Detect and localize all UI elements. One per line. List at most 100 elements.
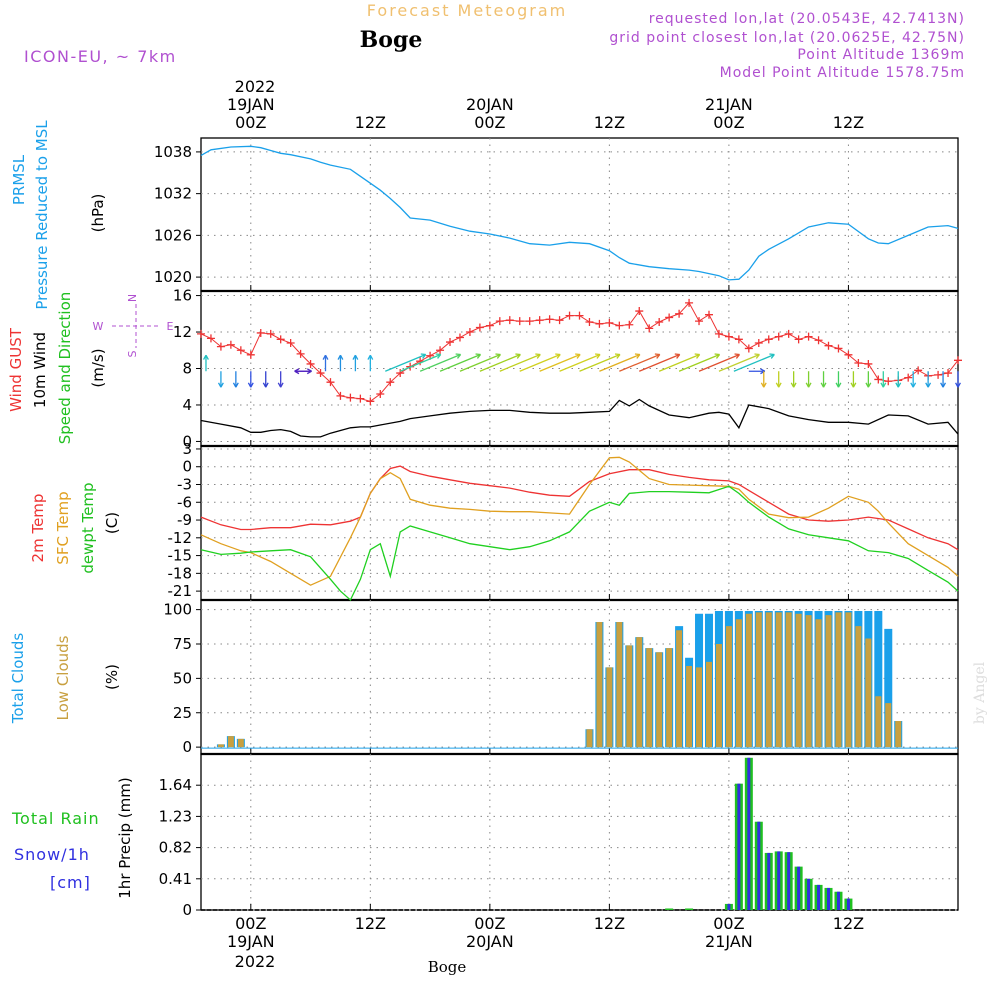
wind-arrow-head: [955, 382, 961, 388]
low-cloud-bar: [606, 667, 613, 748]
wind-arrow-head: [217, 382, 224, 388]
total-rain-label: Total Rain: [11, 809, 100, 828]
ytick-label-1-2: 8: [182, 360, 192, 378]
pressure-label-1: PRMSL: [10, 154, 28, 205]
wind-arrow-head: [435, 353, 442, 359]
gust-marker: [455, 333, 464, 342]
ytick-label-2-6: -15: [168, 547, 193, 565]
wind-arrow-head: [495, 353, 501, 359]
gust-marker: [356, 394, 365, 403]
clouds-unit: (%): [103, 664, 121, 690]
rain-bar: [665, 908, 674, 910]
gust-marker: [645, 324, 654, 333]
snow-bar: [747, 757, 751, 910]
gust-marker: [724, 332, 733, 341]
model-point-altitude: Model Point Altitude 1578.75m: [720, 65, 965, 81]
wind-arrow-head: [614, 353, 621, 359]
bottom-date-label-0: 19JAN: [227, 932, 275, 951]
gust-marker: [585, 318, 594, 326]
ytick-label-0-1: 1026: [154, 226, 192, 244]
wind-arrow-head: [805, 382, 812, 388]
ytick-label-1-1: 4: [182, 396, 192, 414]
low-cloud-bar: [715, 644, 722, 748]
gust-marker: [505, 316, 514, 325]
wind-arrow-shaft: [419, 353, 461, 372]
snow-bar: [727, 903, 731, 910]
ytick-label-4-2: 0.82: [159, 839, 192, 857]
low-cloud-bar: [646, 648, 653, 748]
gust-marker: [197, 329, 205, 338]
wind-arrow-head: [654, 353, 661, 359]
wind-arrow-shaft: [678, 353, 720, 372]
model-label: ICON-EU, ~ 7km: [24, 47, 177, 66]
wind-arrow-head: [535, 353, 541, 359]
snow-bar: [797, 866, 801, 910]
gust-marker: [545, 315, 554, 324]
gust-marker: [495, 317, 504, 326]
bottom-date-label-4: 21JAN: [705, 932, 753, 951]
location-title: Boge: [360, 27, 423, 53]
low-cloud-bar: [825, 615, 832, 748]
ytick-label-2-2: -3: [177, 476, 192, 494]
gust-marker: [246, 350, 255, 359]
wind-arrow-head: [769, 353, 775, 359]
ytick-label-4-0: 0: [182, 901, 192, 919]
gust-marker: [954, 356, 962, 365]
gust-label: Wind GUST: [7, 327, 25, 412]
gust-marker: [346, 393, 355, 402]
wind-dir-label: Speed and Direction: [56, 292, 74, 445]
low-cloud-bar: [765, 612, 772, 748]
wind-arrow-head: [352, 354, 359, 360]
top-hour-label-5: 12Z: [833, 113, 864, 132]
pressure-unit: (hPa): [89, 194, 107, 233]
wind-arrow-head: [674, 353, 681, 359]
wind-arrow-shaft: [439, 353, 481, 372]
wind-line: [200, 398, 959, 438]
wind-arrow-shaft: [459, 353, 501, 372]
snow-bar: [787, 852, 791, 910]
ytick-label-2-5: -12: [168, 529, 193, 547]
wind-arrow-head: [775, 382, 782, 388]
snow-bar: [777, 851, 781, 910]
wind-arrow-head: [694, 353, 701, 359]
low-cloud-bar: [616, 622, 623, 748]
wind-arrow-shaft: [698, 353, 740, 372]
year-label-bottom: 2022: [235, 952, 276, 971]
gust-marker: [914, 366, 923, 375]
dewpt-line: [200, 485, 959, 602]
bottom-date-label-2: 20JAN: [466, 932, 514, 951]
gust-marker: [864, 359, 873, 368]
year-label-top: 2022: [235, 77, 276, 96]
gust-marker: [944, 369, 953, 378]
wind-arrow-shaft: [718, 353, 760, 372]
footer-location: Boge: [428, 958, 467, 976]
gust-marker: [266, 329, 275, 338]
low-cloud-bar: [676, 630, 683, 748]
wind-arrow-head: [420, 353, 427, 359]
wind-arrow-shaft: [399, 353, 441, 372]
wind-arrow-head: [277, 382, 284, 388]
gust-marker: [595, 319, 604, 328]
gust-marker: [206, 334, 215, 343]
wind-arrow-head: [262, 382, 269, 388]
low-cloud-bar: [815, 619, 822, 748]
low-cloud-bar: [805, 615, 812, 748]
wind-arrow-head: [910, 382, 917, 388]
wind-arrow-shaft: [479, 353, 521, 372]
ytick-label-2-8: -21: [168, 582, 193, 600]
snow-bar: [807, 878, 811, 910]
low-cloud-bar: [636, 637, 643, 748]
snow-unit-label: [cm]: [50, 873, 91, 892]
gust-marker: [934, 370, 943, 379]
low-cloud-bar: [845, 612, 852, 748]
wind-arrow-head: [595, 353, 601, 359]
ytick-label-4-3: 1.23: [159, 807, 192, 825]
wind-arrow-head: [865, 382, 872, 388]
gust-marker: [615, 321, 624, 330]
top-hour-label-3: 12Z: [594, 113, 625, 132]
bottom-hour-label-0: 00Z: [235, 914, 266, 933]
wind-arrow-shaft: [733, 353, 775, 372]
gust-marker: [386, 378, 395, 387]
temperature-panel: 30-3-6-9-12-15-18-21: [168, 440, 959, 602]
